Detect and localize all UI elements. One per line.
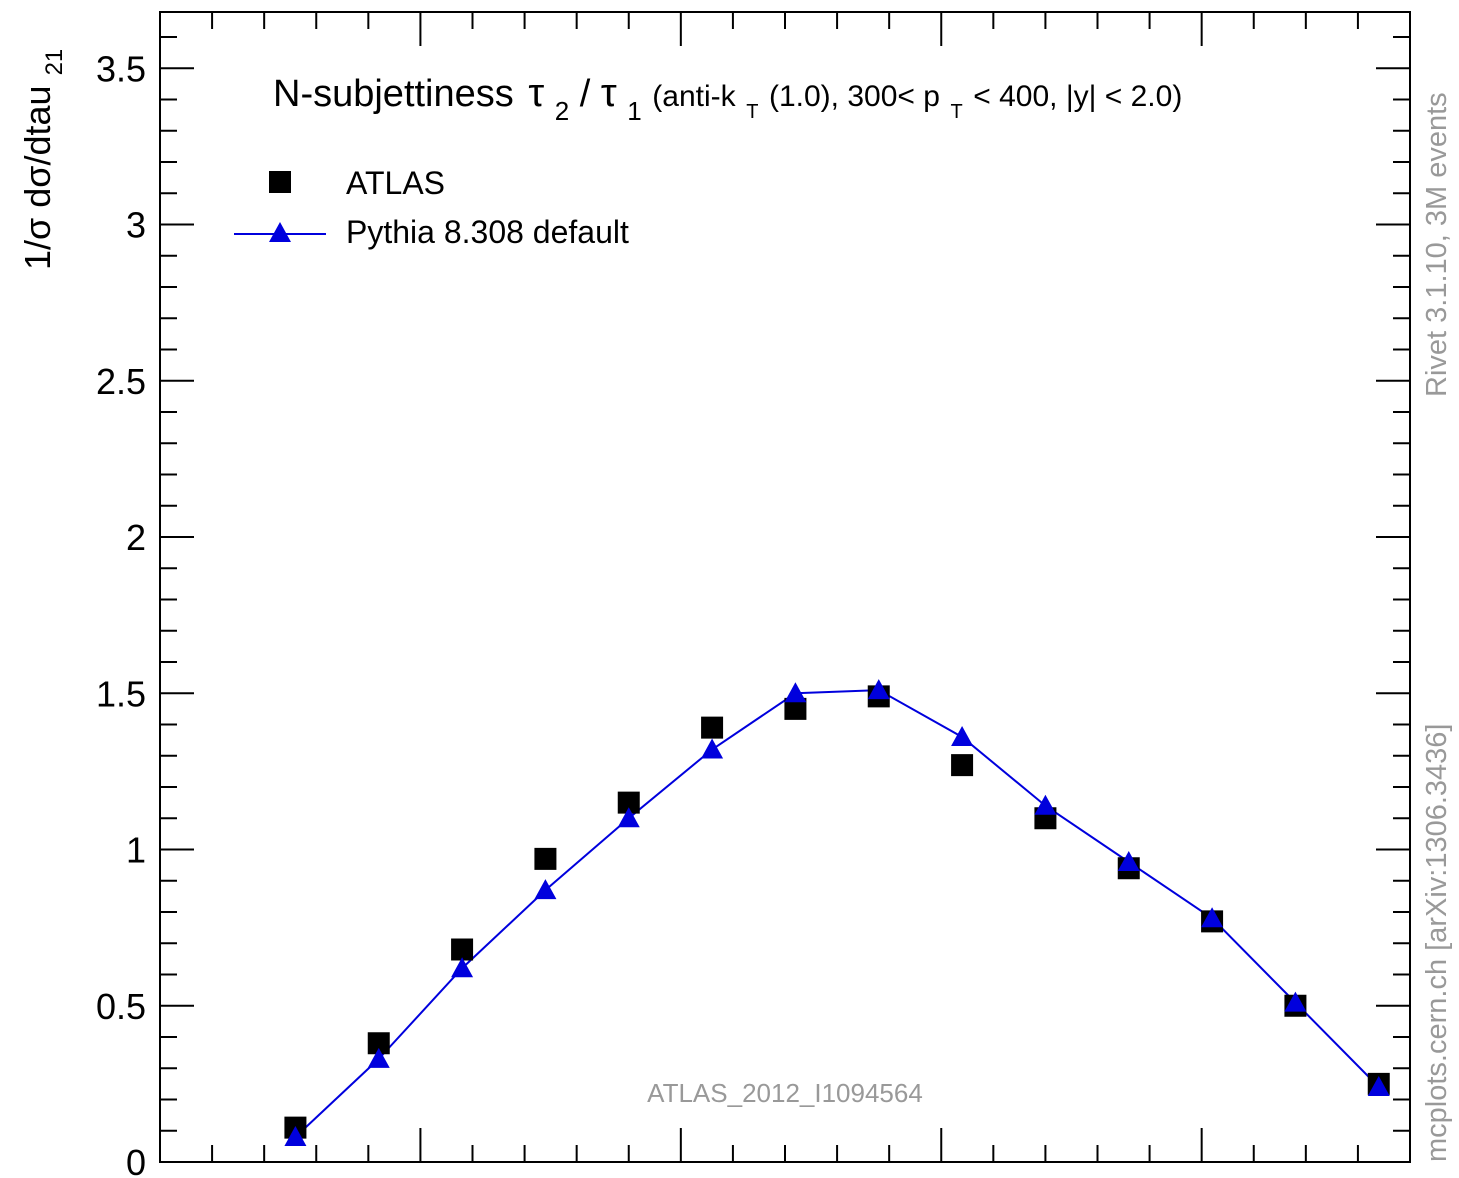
atlas-point (451, 938, 474, 961)
atlas-point (784, 697, 807, 720)
pythia-point (284, 1126, 307, 1146)
legend-label-atlas: ATLAS (346, 165, 445, 201)
axis-ticks (159, 12, 1411, 1163)
series-pythia (284, 679, 1390, 1146)
pythia-point (451, 957, 474, 978)
atlas-point (951, 754, 974, 777)
y-tick-label: 0 (126, 1142, 146, 1178)
pythia-point (617, 807, 640, 828)
legend-marker-pythia (269, 222, 291, 242)
pythia-point (951, 726, 974, 746)
atlas-point (701, 716, 724, 739)
atlas-point (617, 791, 640, 814)
pythia-point (867, 679, 890, 700)
atlas-point (534, 847, 557, 870)
y-tick-label: 3 (126, 205, 146, 246)
y-tick-labels: 0 0.5 1 1.5 2 2.5 3 3.5 (96, 48, 146, 1178)
y-tick-label: 3.5 (96, 48, 146, 89)
legend: ATLAS Pythia 8.308 default (234, 165, 629, 250)
legend-label-pythia: Pythia 8.308 default (346, 214, 629, 250)
y-tick-label: 1 (126, 830, 146, 871)
pythia-point (1367, 1076, 1390, 1096)
pythia-point (1284, 991, 1307, 1012)
pythia-point (1201, 907, 1224, 928)
analysis-watermark: ATLAS_2012_I1094564 (647, 1078, 923, 1108)
series-line-pythia (294, 689, 1380, 1138)
series-atlas (284, 685, 1390, 1139)
side-label-rivet: Rivet 3.1.10, 3M events (1421, 92, 1453, 397)
y-axis-label: 1/σ dσ/dtau 21 (17, 49, 68, 270)
pythia-point (784, 682, 807, 703)
side-label-mcplots: mcplots.cern.ch [arXiv:1306.3436] (1421, 724, 1453, 1162)
pythia-point (1034, 794, 1057, 815)
chart-title: N-subjettiness τ 2 / τ 1 (anti-k T (1.0)… (273, 71, 1182, 129)
pythia-point (534, 879, 557, 900)
pythia-point (701, 738, 724, 759)
legend-marker-atlas (269, 171, 291, 193)
pythia-point (1117, 851, 1140, 871)
atlas-point (367, 1032, 390, 1055)
y-tick-label: 0.5 (96, 986, 146, 1027)
pythia-point (367, 1047, 390, 1068)
y-tick-label: 1.5 (96, 673, 146, 714)
y-tick-label: 2 (126, 517, 146, 558)
y-tick-label: 2.5 (96, 361, 146, 402)
